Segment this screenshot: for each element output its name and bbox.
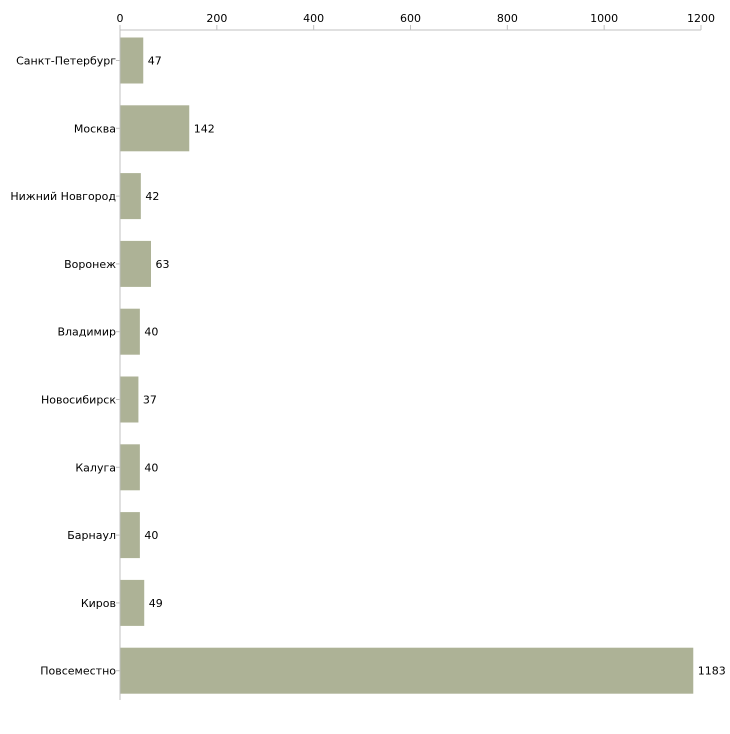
x-tick-label: 600 (400, 12, 421, 25)
bar (120, 308, 140, 355)
bar (120, 647, 694, 694)
category-label: Санкт-Петербург (16, 55, 116, 68)
category-label: Воронеж (64, 258, 116, 271)
bar-value-label: 40 (144, 461, 158, 474)
category-label: Новосибирск (41, 394, 116, 407)
category-label: Владимир (57, 326, 116, 339)
x-tick-label: 1200 (687, 12, 715, 25)
bar (120, 376, 139, 423)
bar (120, 444, 140, 491)
bar-value-label: 40 (144, 326, 158, 339)
bar-value-label: 40 (144, 529, 158, 542)
x-tick-label: 800 (497, 12, 518, 25)
x-tick-label: 1000 (590, 12, 618, 25)
x-tick-label: 400 (303, 12, 324, 25)
category-label: Повсеместно (40, 665, 116, 678)
x-tick-label: 0 (117, 12, 124, 25)
bar (120, 173, 141, 220)
bar-value-label: 49 (149, 597, 163, 610)
bar (120, 512, 140, 559)
bar-value-label: 1183 (698, 665, 726, 678)
x-tick-label: 200 (206, 12, 227, 25)
bar (120, 240, 152, 287)
category-label: Барнаул (67, 529, 116, 542)
category-label: Калуга (75, 461, 116, 474)
bar-value-label: 42 (145, 190, 159, 203)
bar (120, 37, 144, 84)
bar-value-label: 142 (194, 122, 215, 135)
bar-value-label: 63 (156, 258, 170, 271)
bar (120, 105, 190, 152)
bar (120, 579, 145, 626)
bar-value-label: 37 (143, 394, 157, 407)
category-label: Москва (74, 122, 116, 135)
bar-value-label: 47 (148, 55, 162, 68)
category-label: Нижний Новгород (10, 190, 116, 203)
category-label: Киров (81, 597, 116, 610)
